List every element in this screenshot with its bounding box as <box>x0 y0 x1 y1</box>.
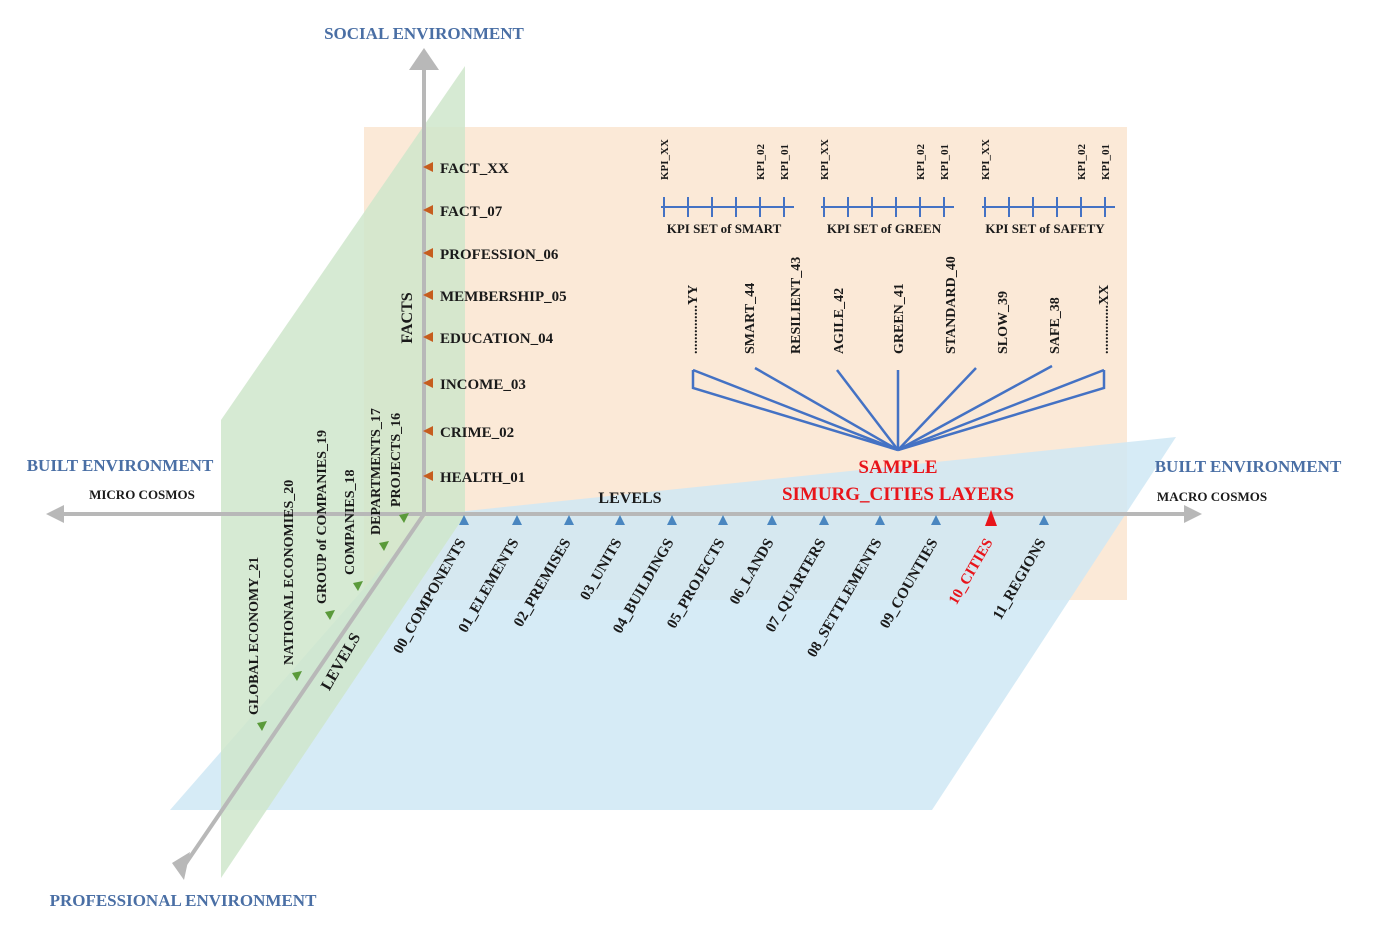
fact-marker-icon <box>423 162 433 172</box>
fact-label: FACT_07 <box>440 204 503 220</box>
professional-plane <box>221 66 465 878</box>
level-marker-icon <box>875 515 885 525</box>
kpi-set: KPI_XX KPI_02 KPI_01 KPI SET of SAFETY <box>980 139 1115 236</box>
professional-level-label: GLOBAL ECONOMY_21 <box>247 557 262 715</box>
level-marker-icon <box>615 515 625 525</box>
layer-label: ..............XX <box>1097 285 1112 354</box>
level-marker-icon <box>1039 515 1049 525</box>
professional-level-label: DEPARTMENTS_17 <box>369 408 384 535</box>
fact-label: CRIME_02 <box>440 425 514 441</box>
fact-marker-icon <box>423 332 433 342</box>
level-marker-icon <box>767 515 777 525</box>
built-env-left-label: BUILT ENVIRONMENT <box>27 456 214 475</box>
prof-marker-icon <box>379 541 389 551</box>
facts-axis-label: FACTS <box>399 292 416 343</box>
fact-marker-icon <box>423 378 433 388</box>
kpi-label: KPI_01 <box>779 144 791 180</box>
fan-line <box>836 369 899 451</box>
built-env-right-label: BUILT ENVIRONMENT <box>1155 457 1342 476</box>
fan-line <box>754 366 899 452</box>
fan-line <box>897 364 1053 452</box>
kpi-label: KPI_01 <box>939 144 951 180</box>
prof-marker-icon <box>292 671 302 681</box>
kpi-label: KPI_XX <box>980 139 992 180</box>
fan-lines <box>691 364 1106 452</box>
level-marker-icon <box>512 515 522 525</box>
fact-label: MEMBERSHIP_05 <box>440 289 567 305</box>
fact-marker-icon <box>423 248 433 258</box>
kpi-set: KPI_XX KPI_02 KPI_01 KPI SET of SMART <box>659 139 794 236</box>
professional-level-label: COMPANIES_18 <box>343 469 358 575</box>
fact-marker-icon <box>423 290 433 300</box>
diagonal-axis <box>182 512 426 868</box>
social-env-label: SOCIAL ENVIRONMENT <box>324 24 524 43</box>
layer-label: SMART_44 <box>743 283 758 354</box>
fact-label: INCOME_03 <box>440 377 526 393</box>
facts-list: FACT_XX FACT_07 PROFESSION_06 MEMBERSHIP_05… <box>423 161 567 486</box>
fact-label: FACT_XX <box>440 161 509 177</box>
fan-line <box>897 367 977 451</box>
kpi-label: KPI_02 <box>1076 143 1088 180</box>
layer-label: ..............YY <box>686 285 701 354</box>
fan-bracket-right <box>897 370 1106 452</box>
kpi-label: KPI_XX <box>659 139 671 180</box>
kpi-label: KPI_01 <box>1100 144 1112 180</box>
professional-level-label: PROJECTS_16 <box>389 413 404 507</box>
professional-env-label: PROFESSIONAL ENVIRONMENT <box>50 891 318 910</box>
level-marker-icon <box>819 515 829 525</box>
layer-label: RESILIENT_43 <box>789 257 804 354</box>
layer-label: STANDARD_40 <box>944 256 959 354</box>
fact-marker-icon <box>423 471 433 481</box>
fact-label: HEALTH_01 <box>440 470 525 486</box>
left-arrow-icon <box>46 505 64 523</box>
down-left-arrow-icon <box>172 852 190 880</box>
kpi-set: KPI_XX KPI_02 KPI_01 KPI SET of GREEN <box>819 139 954 236</box>
layer-label: SAFE_38 <box>1048 297 1063 354</box>
fact-label: EDUCATION_04 <box>440 331 554 347</box>
prof-marker-icon <box>353 581 363 591</box>
fan-line <box>692 368 899 452</box>
prof-marker-icon <box>399 513 409 523</box>
layer-label: SLOW_39 <box>996 291 1011 354</box>
fact-label: PROFESSION_06 <box>440 247 559 263</box>
professional-levels-list: PROJECTS_16 DEPARTMENTS_17 COMPANIES_18 GRO… <box>247 408 409 731</box>
kpi-set-label: KPI SET of SAFETY <box>985 221 1105 236</box>
level-marker-icon <box>985 510 997 526</box>
micro-cosmos-label: MICRO COSMOS <box>89 487 195 502</box>
fan-bracket-left <box>691 370 899 452</box>
kpi-label: KPI_02 <box>755 143 767 180</box>
professional-level-label: GROUP of COMPANIES_19 <box>315 430 330 604</box>
prof-marker-icon <box>325 610 335 620</box>
level-marker-icon <box>564 515 574 525</box>
level-marker-icon <box>667 515 677 525</box>
kpi-set-label: KPI SET of SMART <box>667 221 782 236</box>
right-arrow-icon <box>1184 505 1202 523</box>
layer-label: GREEN_41 <box>892 283 907 354</box>
fact-marker-icon <box>423 426 433 436</box>
fact-marker-icon <box>423 205 433 215</box>
macro-cosmos-label: MACRO COSMOS <box>1157 489 1267 504</box>
up-arrow-icon <box>409 48 439 70</box>
sample-subtitle: SIMURG_CITIES LAYERS <box>782 484 1014 505</box>
layers-fan: ..............YY SMART_44 RESILIENT_43 AGIL… <box>686 256 1112 452</box>
professional-level-label: NATIONAL ECONOMIES_20 <box>282 480 297 665</box>
kpi-label: KPI_XX <box>819 139 831 180</box>
axes <box>46 48 1202 880</box>
level-marker-icon <box>718 515 728 525</box>
level-marker-icon <box>459 515 469 525</box>
sample-title: SAMPLE <box>858 457 937 478</box>
levels-horizontal-label: LEVELS <box>598 490 661 507</box>
prof-marker-icon <box>257 721 267 731</box>
level-marker-icon <box>931 515 941 525</box>
kpi-label: KPI_02 <box>915 143 927 180</box>
fan-line <box>897 368 1105 452</box>
layer-label: AGILE_42 <box>832 288 847 354</box>
kpi-set-label: KPI SET of GREEN <box>827 221 942 236</box>
